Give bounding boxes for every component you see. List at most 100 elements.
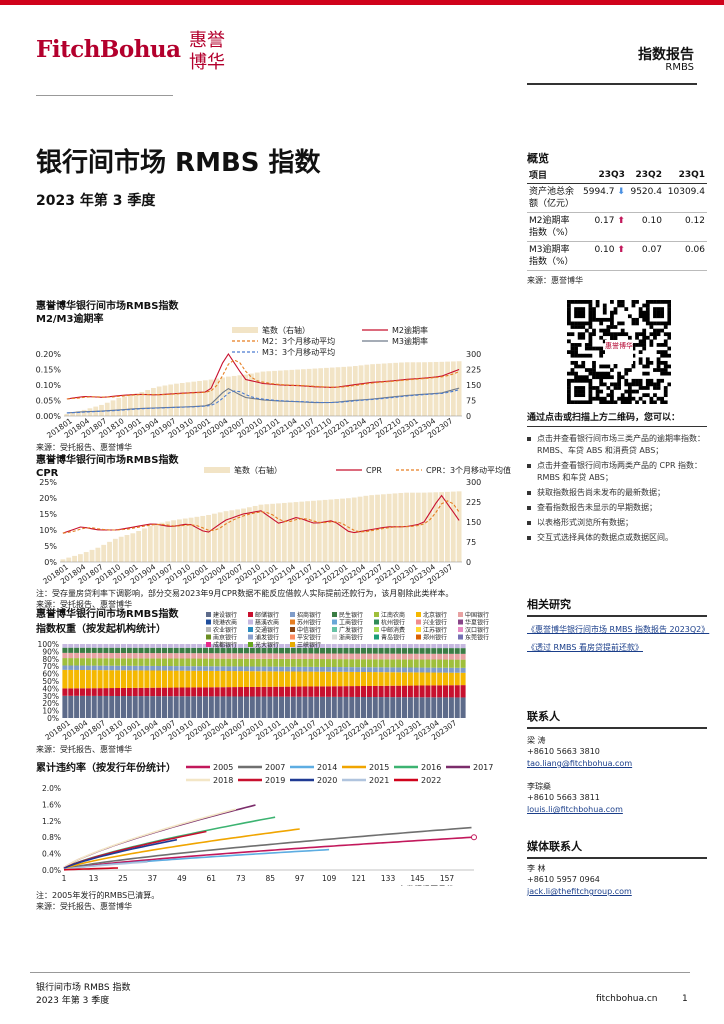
stack-segment: [167, 658, 173, 667]
col-q2: 23Q2: [626, 166, 664, 184]
contact-email-link[interactable]: jack.li@thefitchgroup.com: [527, 887, 632, 896]
qr-module: [638, 307, 643, 311]
qr-module: [588, 303, 593, 308]
qr-module: [595, 317, 600, 322]
stack-segment: [202, 670, 208, 688]
research-link-2[interactable]: 《透过 RMBS 看房贷提前还款》: [527, 643, 643, 652]
qr-module: [570, 300, 575, 304]
bar: [399, 362, 404, 416]
stack-segment: [407, 685, 413, 698]
contact-email-link[interactable]: louis.li@fitchbohua.com: [527, 805, 623, 814]
stack-segment: [431, 648, 437, 654]
legend-swatch: [458, 634, 463, 640]
bar: [99, 404, 104, 416]
qr-module: [599, 378, 604, 383]
stack-segment: [454, 697, 460, 718]
stack-segment: [238, 653, 244, 659]
qr-module: [581, 325, 586, 329]
x-tick-label: 73: [236, 874, 246, 883]
qr-module: [617, 386, 621, 390]
y-tick-label: 1.6%: [42, 800, 61, 809]
qr-module: [667, 307, 672, 311]
stack-segment: [314, 686, 320, 697]
stack-segment: [320, 696, 326, 718]
stack-segment: [197, 670, 203, 688]
stack-segment: [296, 647, 302, 654]
stack-segment: [126, 644, 132, 648]
contact-1: 梁 涛 +8610 5663 3810 tao.liang@fitchbohua…: [527, 735, 707, 771]
stack-segment: [355, 686, 361, 697]
qr-module: [592, 368, 596, 372]
x-tick-label: 37: [148, 874, 158, 883]
stack-segment: [185, 653, 191, 659]
qr-module: [617, 378, 621, 383]
stack-segment: [68, 669, 74, 689]
contact-email-link[interactable]: tao.liang@fitchbohua.com: [527, 759, 633, 768]
x-tick-label: 61: [207, 874, 217, 883]
stack-segment: [68, 644, 74, 648]
stack-segment: [302, 653, 308, 659]
qr-module: [635, 400, 639, 405]
qr-module: [620, 375, 625, 380]
stack-segment: [79, 688, 86, 696]
bar: [101, 544, 107, 562]
bar: [351, 497, 357, 562]
legend-swatch: [248, 619, 253, 625]
qr-module: [592, 310, 596, 315]
stack-segment: [290, 647, 296, 654]
legend-swatch: [290, 634, 295, 640]
footer-site-link[interactable]: fitchbohua.cn: [596, 994, 658, 1004]
bar: [179, 382, 185, 416]
qr-module: [588, 371, 593, 376]
stack-segment: [91, 695, 97, 718]
stack-segment: [144, 696, 150, 718]
qr-module: [581, 310, 586, 315]
stack-segment: [185, 666, 191, 671]
research-link-1[interactable]: 《惠誉博华银行间市场 RMBS 指数报告 2023Q2》: [527, 625, 710, 634]
stack-segment: [267, 647, 273, 654]
x-tick-label: 13: [89, 874, 99, 883]
stack-segment: [361, 686, 367, 697]
stack-segment: [156, 687, 162, 697]
qr-module: [599, 375, 604, 380]
qr-module: [577, 325, 582, 329]
footer-rule: [30, 972, 690, 973]
stack-segment: [74, 652, 80, 659]
stack-segment: [150, 670, 156, 688]
qr-module: [624, 396, 629, 401]
series-line-2015: [63, 828, 300, 870]
stack-segment: [115, 665, 121, 671]
stack-segment: [396, 653, 402, 660]
stack-segment: [255, 647, 261, 654]
stack-segment: [249, 653, 255, 659]
qr-code-icon[interactable]: 惠誉博华: [567, 300, 672, 405]
qr-module: [667, 364, 672, 369]
row-q2: 9520.4: [626, 183, 664, 213]
bar: [217, 512, 223, 562]
qr-module: [638, 382, 643, 387]
qr-module: [642, 314, 647, 319]
qr-module: [663, 350, 668, 354]
stack-segment: [437, 697, 443, 718]
y-tick-label: 0.4%: [42, 850, 61, 859]
stack-segment: [208, 696, 214, 718]
legend-label: M2逾期率: [392, 326, 428, 335]
qr-module: [635, 382, 639, 387]
bar: [266, 371, 272, 416]
legend-swatch: [206, 612, 211, 617]
stack-segment: [396, 697, 402, 718]
stack-segment: [74, 644, 80, 648]
qr-module: [574, 307, 578, 311]
bar: [235, 509, 241, 562]
bar: [83, 552, 89, 562]
stack-segment: [156, 670, 162, 688]
bar: [81, 409, 87, 416]
stack-segment: [173, 653, 179, 659]
qr-module: [592, 360, 596, 365]
qr-module: [645, 335, 650, 340]
stack-segment: [267, 696, 273, 718]
stack-segment: [214, 687, 220, 697]
bar: [450, 361, 456, 416]
stack-segment: [167, 647, 173, 654]
stack-segment: [74, 665, 80, 670]
